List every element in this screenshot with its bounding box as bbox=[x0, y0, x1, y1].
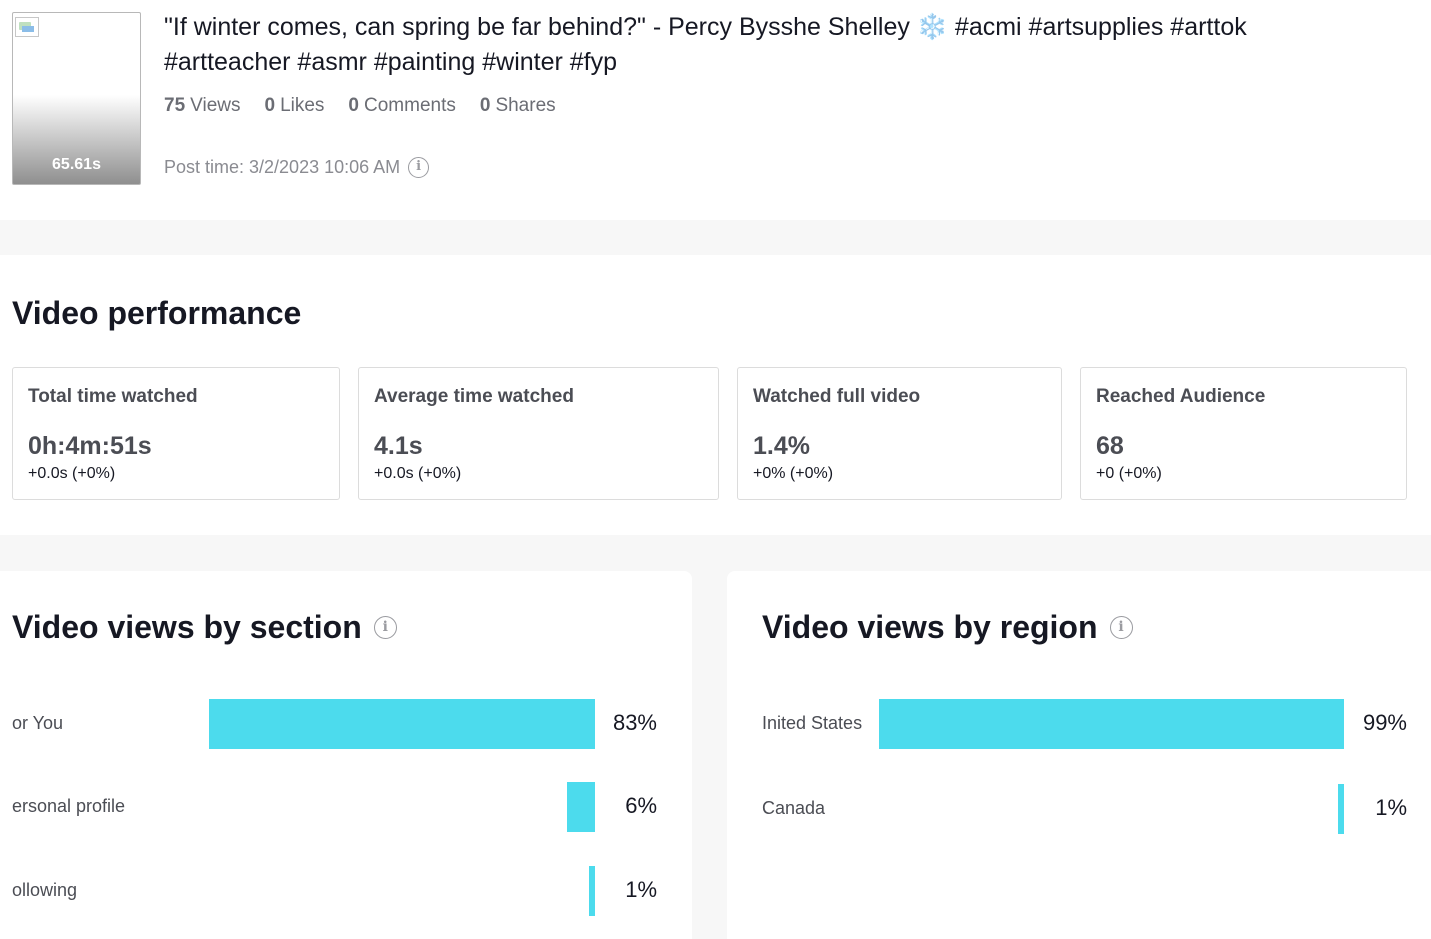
views-by-section-panel: Video views by section i or You 83% erso… bbox=[0, 571, 692, 939]
section-row: ersonal profile 6% bbox=[0, 782, 692, 832]
metric-value: 1.4% bbox=[753, 432, 810, 460]
stat-comments: 0 Comments bbox=[348, 95, 456, 116]
region-pct: 99% bbox=[1362, 710, 1407, 735]
metric-value: 4.1s bbox=[374, 432, 423, 460]
metric-delta: +0% (+0%) bbox=[753, 465, 834, 482]
broken-image-icon bbox=[15, 17, 39, 37]
metric-value: 68 bbox=[1096, 432, 1124, 460]
metric-card-total-time: Total time watched 0h:4m:51s +0.0s (+0%) bbox=[12, 367, 340, 500]
metric-delta: +0 (+0%) bbox=[1096, 465, 1162, 482]
metric-card-watched-full: Watched full video 1.4% +0% (+0%) bbox=[737, 367, 1062, 500]
views-by-region-panel: Video views by region i Inited States 99… bbox=[727, 571, 1431, 939]
section-pct: 6% bbox=[625, 793, 657, 818]
video-title: "If winter comes, can spring be far behi… bbox=[164, 10, 1344, 80]
video-title-text: "If winter comes, can spring be far behi… bbox=[164, 13, 910, 41]
panel-title-text: Video views by section bbox=[12, 609, 362, 645]
stat-likes: 0 Likes bbox=[264, 95, 325, 116]
info-icon[interactable]: i bbox=[1109, 616, 1133, 639]
metric-delta: +0.0s (+0%) bbox=[28, 465, 116, 482]
info-icon[interactable]: i bbox=[373, 616, 397, 639]
metric-label: Total time watched bbox=[28, 386, 198, 407]
metric-delta: +0.0s (+0%) bbox=[374, 465, 462, 482]
video-title-tags-line2: #artteacher #asmr #painting #winter #fyp bbox=[164, 48, 618, 76]
section-row: ollowing 1% bbox=[0, 866, 692, 916]
metric-card-average-time: Average time watched 4.1s +0.0s (+0%) bbox=[358, 367, 719, 500]
region-label: Canada bbox=[762, 798, 826, 818]
section-label: ollowing bbox=[12, 880, 78, 900]
panel-title-text: Video views by region bbox=[762, 609, 1098, 645]
section-pct: 83% bbox=[612, 710, 657, 735]
video-thumbnail[interactable]: 65.61s bbox=[12, 12, 141, 185]
video-duration: 65.61s bbox=[52, 156, 101, 173]
info-icon[interactable]: i bbox=[408, 157, 430, 178]
panel-title: Video views by region i bbox=[762, 609, 1133, 646]
section-pct: 1% bbox=[625, 877, 657, 902]
video-title-tags: #acmi #artsupplies #arttok bbox=[954, 13, 1247, 41]
metric-label: Reached Audience bbox=[1096, 386, 1266, 407]
stat-views: 75 Views bbox=[164, 95, 241, 116]
section-bar bbox=[567, 782, 595, 832]
section-label: ersonal profile bbox=[12, 796, 126, 816]
region-bar bbox=[878, 699, 1344, 749]
stat-shares: 0 Shares bbox=[479, 95, 556, 116]
region-row: Inited States 99% bbox=[727, 699, 1431, 749]
region-pct: 1% bbox=[1375, 795, 1407, 820]
post-time: Post time: 3/2/2023 10:06 AM i bbox=[164, 157, 430, 178]
section-label: or You bbox=[12, 713, 64, 733]
post-time-text: Post time: 3/2/2023 10:06 AM bbox=[164, 157, 401, 177]
region-label: Inited States bbox=[762, 713, 863, 733]
video-performance-panel: Video performance Total time watched 0h:… bbox=[0, 255, 1431, 535]
video-stats: 75 Views 0 Likes 0 Comments 0 Shares bbox=[164, 95, 556, 117]
section-row: or You 83% bbox=[0, 699, 692, 749]
video-header: 65.61s "If winter comes, can spring be f… bbox=[0, 0, 1431, 220]
snowflake-icon: ❄️ bbox=[916, 13, 948, 41]
panel-title: Video views by section i bbox=[12, 609, 397, 646]
section-bar bbox=[589, 866, 595, 916]
region-row: Canada 1% bbox=[727, 784, 1431, 834]
metric-label: Watched full video bbox=[753, 386, 921, 407]
section-bar bbox=[209, 699, 595, 749]
region-bar bbox=[1338, 784, 1344, 834]
section-title: Video performance bbox=[12, 295, 302, 331]
metric-card-reached-audience: Reached Audience 68 +0 (+0%) bbox=[1080, 367, 1407, 500]
metric-label: Average time watched bbox=[374, 386, 574, 407]
metric-value: 0h:4m:51s bbox=[28, 432, 152, 460]
